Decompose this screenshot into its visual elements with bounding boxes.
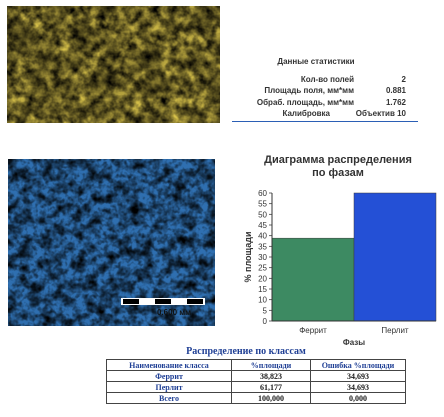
y-tick-label: 0 (263, 317, 268, 326)
x-axis-label: Фазы (343, 338, 365, 347)
micrograph-processed-image: 0.600 мм (8, 159, 215, 326)
stats-row: Калибровка Объектив 10 (232, 109, 418, 119)
table-header-cell: %площади (231, 359, 311, 371)
table-header-cell: Ошибка %площади (310, 359, 406, 371)
y-tick-label: 15 (258, 285, 267, 294)
table-cell: 38,823 (231, 370, 311, 382)
micrograph-top-image (7, 6, 220, 123)
y-axis-label: % площади (243, 232, 253, 283)
chart-title-line: Диаграмма распределения (264, 154, 412, 166)
stats-value: 0.881 (385, 86, 406, 95)
statistics-title: Данные статистики (277, 57, 355, 66)
scale-label: 0.600 мм (157, 308, 192, 317)
stats-label: Калибровка (282, 109, 330, 118)
stats-label: Площадь поля, мм*мм (264, 86, 354, 95)
table-row: Перлит 61,177 34,693 (106, 381, 406, 393)
table-row: Всего 100,000 0,000 (106, 392, 406, 404)
bar-2 (353, 192, 437, 322)
table-cell: Феррит (106, 370, 232, 382)
bar-1 (271, 237, 355, 322)
y-tick-label: 10 (258, 296, 267, 305)
table-cell: 100,000 (231, 392, 311, 404)
table-cell: 61,177 (231, 381, 311, 393)
y-tick-label: 60 (258, 189, 267, 198)
y-tick-label: 30 (258, 253, 267, 262)
stats-row: Кол-во полей 2 (232, 75, 418, 85)
micrograph-top-texture (7, 6, 220, 123)
y-tick-label: 20 (258, 274, 267, 283)
table-row: Феррит 38,823 34,693 (106, 370, 406, 382)
y-tick-label: 40 (258, 232, 267, 241)
y-tick-label: 50 (258, 210, 267, 219)
stats-row: Площадь поля, мм*мм 0.881 (232, 86, 418, 96)
chart-title-line: по фазам (312, 167, 364, 179)
y-tick-label: 35 (258, 242, 267, 251)
x-tick-label: Феррит (299, 326, 327, 335)
table-cell: 0,000 (310, 392, 406, 404)
stats-value: Объектив 10 (355, 109, 406, 118)
stats-divider (232, 121, 418, 122)
chart-svg: Диаграмма распределения по фазам 0 510 15 2… (243, 154, 437, 347)
stats-row: Обраб. площадь, мм*мм 1.762 (232, 98, 418, 108)
table-cell: Всего (106, 392, 232, 404)
table-title: Распределение по классам (186, 346, 306, 357)
table-header-cell: Наименование класса (106, 359, 232, 371)
table-header-row: Наименование класса %площади Ошибка %пло… (106, 359, 406, 371)
table-cell: 34,693 (310, 370, 406, 382)
table-cell: Перлит (106, 381, 232, 393)
x-tick-label: Перлит (381, 326, 409, 335)
stats-value: 2 (401, 75, 406, 84)
stats-label: Кол-во полей (300, 75, 354, 84)
y-tick-label: 5 (263, 306, 268, 315)
stats-label: Обраб. площадь, мм*мм (256, 98, 354, 107)
table-cell: 34,693 (310, 381, 406, 393)
phase-distribution-chart: Диаграмма распределения по фазам 0 5 10 15 2… (238, 150, 438, 350)
y-tick-label: 55 (258, 200, 267, 209)
distribution-table: Наименование класса %площади Ошибка %пло… (106, 359, 406, 404)
stats-value: 1.762 (385, 98, 406, 107)
y-tick-label: 45 (258, 221, 267, 230)
scale-bar: 0.600 мм (121, 296, 209, 319)
y-tick-label: 25 (258, 264, 267, 273)
